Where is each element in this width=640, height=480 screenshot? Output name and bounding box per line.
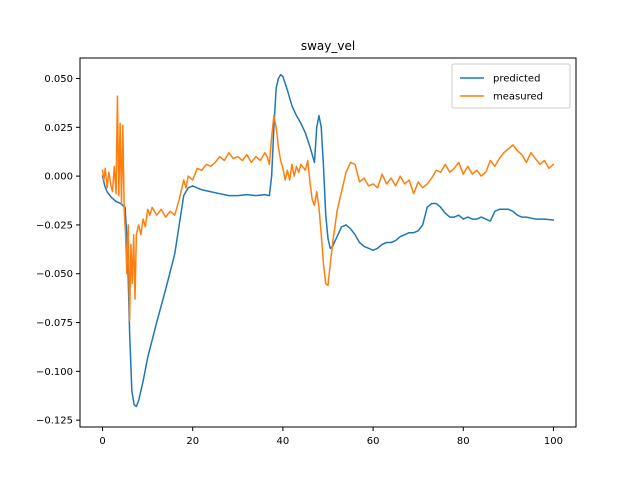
y-tick-label: −0.075: [36, 318, 73, 329]
tick-layer: 0 20 40 60 80 100 −0.125 −0.100 −0.075 −0.050 −0.0…: [36, 74, 563, 447]
x-tick-label: 20: [186, 436, 199, 447]
x-tick-label: 40: [277, 436, 290, 447]
x-tick-label: 80: [457, 436, 470, 447]
legend-box: [451, 63, 571, 109]
legend: predicted measured: [451, 63, 571, 109]
y-tick-label: −0.050: [36, 269, 73, 280]
y-tick-label: 0.050: [44, 74, 73, 85]
y-tick-label: −0.100: [36, 367, 73, 378]
x-tick-label: 0: [99, 436, 105, 447]
y-tick-label: −0.025: [36, 220, 73, 231]
y-tick-label: 0.000: [44, 172, 73, 183]
chart-title: sway_vel: [301, 39, 355, 53]
legend-label-measured: measured: [493, 92, 543, 103]
x-tick-label: 100: [544, 436, 563, 447]
legend-label-predicted: predicted: [493, 74, 540, 85]
series-layer: [101, 73, 555, 408]
x-tick-label: 60: [367, 436, 380, 447]
series-line-measured: [101, 95, 555, 322]
series-line-predicted: [101, 73, 555, 408]
y-tick-label: 0.025: [44, 123, 73, 134]
axes-frame: [79, 57, 577, 428]
y-tick-label: −0.125: [36, 416, 73, 427]
